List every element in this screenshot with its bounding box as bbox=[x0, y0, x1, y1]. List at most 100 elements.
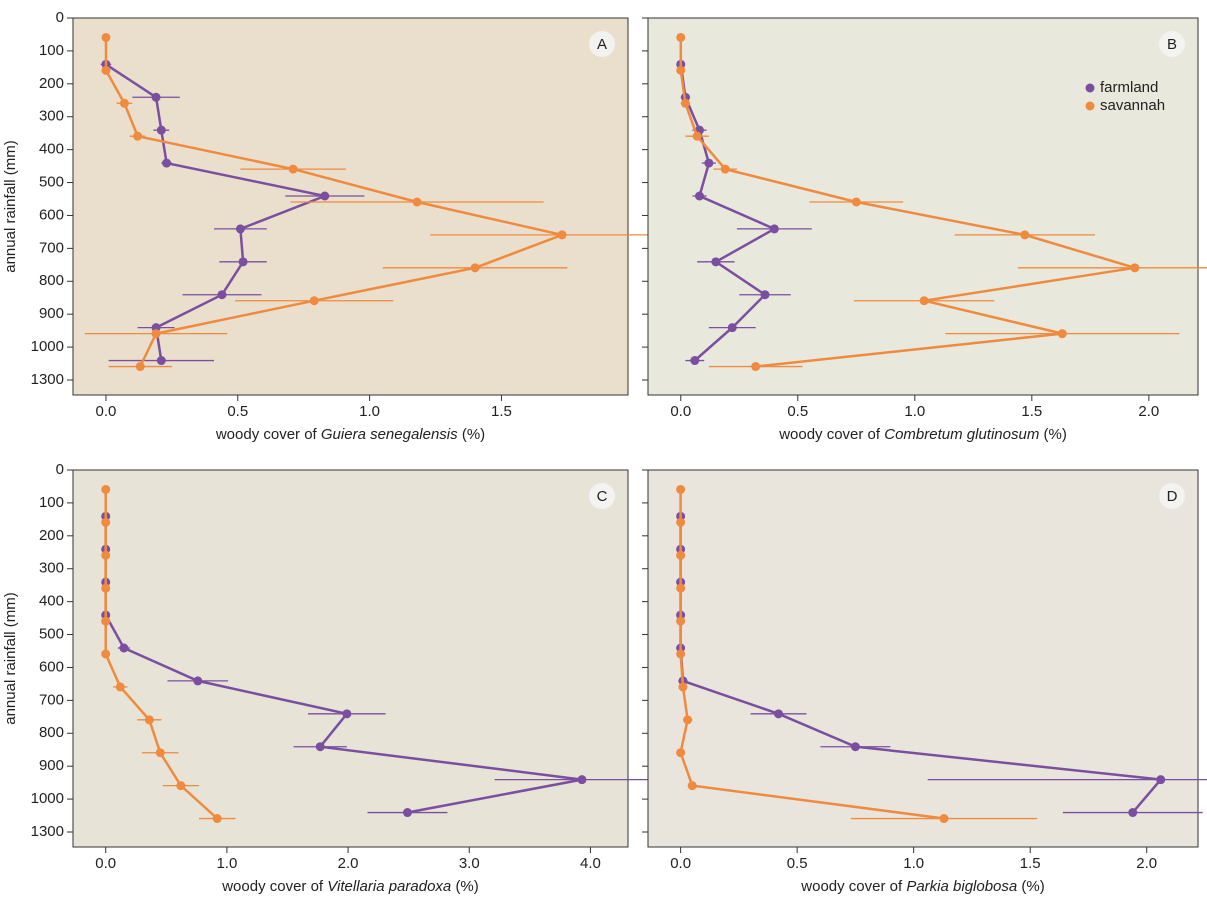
y-tick-label: 800 bbox=[39, 724, 64, 741]
y-tick-label: 600 bbox=[39, 206, 64, 223]
x-label-unit: (%) bbox=[1043, 426, 1066, 443]
plot-background bbox=[647, 469, 1199, 848]
data-point bbox=[1020, 230, 1030, 240]
x-label-species: Parkia biglobosa bbox=[906, 878, 1017, 895]
y-tick-label: 500 bbox=[39, 174, 64, 191]
data-point bbox=[101, 550, 111, 560]
data-point bbox=[683, 715, 693, 725]
x-label-species: Vitellaria paradoxa bbox=[327, 878, 451, 895]
data-point bbox=[939, 814, 949, 824]
panel-label: C bbox=[597, 488, 608, 505]
data-point bbox=[850, 742, 860, 752]
panel-label: A bbox=[597, 36, 607, 53]
data-point bbox=[133, 131, 143, 141]
data-point bbox=[676, 484, 686, 494]
data-point bbox=[156, 356, 166, 366]
x-tick-label: 4.0 bbox=[580, 855, 601, 872]
panel-label: D bbox=[1167, 488, 1178, 505]
data-point bbox=[144, 715, 154, 725]
data-point bbox=[193, 676, 203, 686]
x-label-unit: (%) bbox=[455, 878, 478, 895]
data-point bbox=[151, 92, 161, 102]
data-point bbox=[135, 362, 145, 372]
y-tick-label: 0 bbox=[56, 9, 64, 26]
y-tick-label: 400 bbox=[39, 593, 64, 610]
data-point bbox=[101, 484, 111, 494]
data-point bbox=[162, 158, 172, 168]
data-point bbox=[101, 65, 111, 75]
y-tick-label: 1300 bbox=[31, 371, 64, 388]
y-tick-label: 600 bbox=[39, 658, 64, 675]
data-point bbox=[101, 616, 111, 626]
data-point bbox=[687, 781, 697, 791]
x-label-text: woody cover of bbox=[221, 878, 324, 895]
data-point bbox=[1057, 329, 1067, 339]
panel-badge bbox=[1159, 483, 1185, 509]
x-tick-label: 0.0 bbox=[670, 403, 691, 420]
x-tick-label: 1.5 bbox=[1020, 855, 1041, 872]
y-axis-label: annual rainfall (mm) bbox=[2, 592, 19, 725]
data-point bbox=[156, 125, 166, 135]
y-tick-label: 1000 bbox=[31, 790, 64, 807]
legend-label: savannah bbox=[1100, 97, 1165, 114]
y-tick-label: 0 bbox=[56, 461, 64, 478]
data-point bbox=[676, 616, 686, 626]
data-point bbox=[680, 98, 690, 108]
plot-background bbox=[72, 17, 629, 396]
data-point bbox=[727, 323, 737, 333]
panel-badge bbox=[589, 483, 615, 509]
x-label-species: Guiera senegalensis bbox=[321, 426, 458, 443]
data-point bbox=[1130, 263, 1140, 273]
x-tick-label: 2.0 bbox=[1136, 855, 1157, 872]
x-label-text: woody cover of bbox=[215, 426, 318, 443]
x-tick-label: 1.0 bbox=[216, 855, 237, 872]
data-point bbox=[676, 649, 686, 659]
panel: 0.0 0.5 1.0 1.5 2.0 woody cover of Parkia big… bbox=[642, 469, 1207, 895]
x-tick-label: 0.5 bbox=[227, 403, 248, 420]
x-tick-label: 0.0 bbox=[95, 855, 116, 872]
data-point bbox=[288, 164, 298, 174]
panel: 0 100 200 300 400 500 600 700 800 900 1000 1300 0.0 1… bbox=[2, 461, 670, 895]
x-tick-label: 0.5 bbox=[787, 403, 808, 420]
data-point bbox=[101, 649, 111, 659]
x-label-text: woody cover of bbox=[778, 426, 881, 443]
x-tick-label: 0.5 bbox=[787, 855, 808, 872]
data-point bbox=[751, 362, 761, 372]
data-point bbox=[151, 329, 161, 339]
panel: 0.0 0.5 1.0 1.5 2.0 woody cover of Combretum … bbox=[642, 17, 1207, 443]
x-axis-label: woody cover of Vitellaria paradoxa (%) bbox=[221, 878, 479, 895]
y-tick-label: 800 bbox=[39, 272, 64, 289]
data-point bbox=[101, 32, 111, 42]
x-label-text: woody cover of bbox=[800, 878, 903, 895]
data-point bbox=[212, 814, 222, 824]
data-point bbox=[402, 808, 412, 818]
data-point bbox=[119, 98, 129, 108]
y-tick-label: 100 bbox=[39, 42, 64, 59]
series-line bbox=[679, 64, 778, 362]
y-tick-label: 500 bbox=[39, 626, 64, 643]
data-point bbox=[119, 643, 129, 653]
data-point bbox=[676, 517, 686, 527]
panel: 0 100 200 300 400 500 600 700 800 900 1000 1300 0.0 0… bbox=[2, 9, 694, 443]
data-point bbox=[115, 682, 125, 692]
y-tick-label: 700 bbox=[39, 691, 64, 708]
data-point bbox=[678, 682, 688, 692]
x-tick-label: 0.0 bbox=[96, 403, 117, 420]
x-tick-label: 0.0 bbox=[670, 855, 691, 872]
y-axis-label: annual rainfall (mm) bbox=[2, 140, 19, 273]
data-point bbox=[720, 164, 730, 174]
data-point bbox=[235, 224, 245, 234]
data-point bbox=[309, 296, 319, 306]
data-point bbox=[1156, 775, 1166, 785]
panel-badge bbox=[1159, 31, 1185, 57]
data-point bbox=[676, 32, 686, 42]
data-point bbox=[676, 583, 686, 593]
data-point bbox=[320, 191, 330, 201]
legend-marker bbox=[1085, 83, 1095, 93]
data-point bbox=[694, 191, 704, 201]
legend-marker bbox=[1085, 101, 1095, 111]
y-tick-label: 200 bbox=[39, 75, 64, 92]
x-tick-label: 2.0 bbox=[1138, 403, 1159, 420]
